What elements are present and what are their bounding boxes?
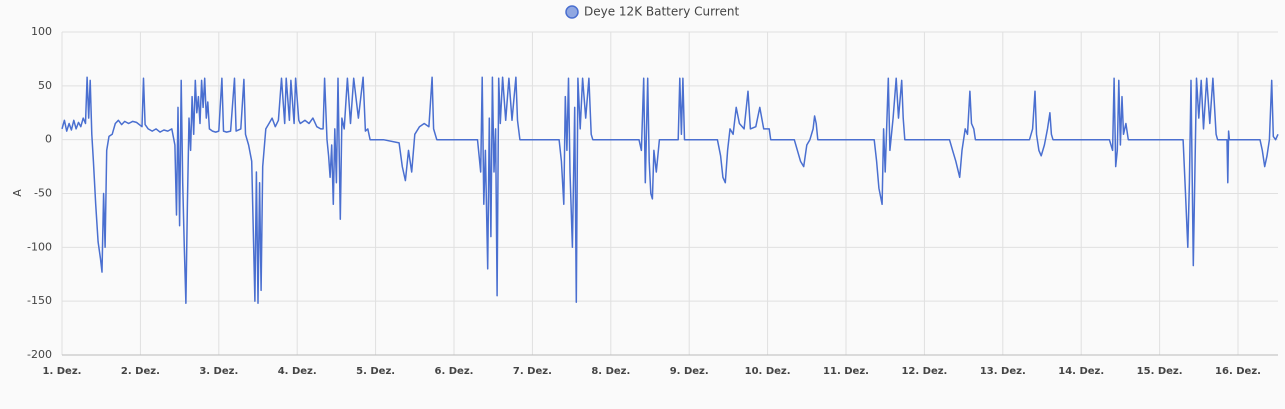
y-tick-label: 50 (38, 79, 52, 92)
y-tick-label: -50 (34, 187, 52, 200)
series-line (61, 76, 1279, 305)
legend-label: Deye 12K Battery Current (584, 5, 739, 19)
y-tick-label: -200 (27, 348, 52, 361)
y-axis-label: A (11, 189, 24, 197)
y-tick-label: 0 (45, 133, 52, 146)
y-tick-label: -100 (27, 240, 52, 253)
y-tick-label: 100 (31, 25, 52, 38)
y-tick-label: -150 (27, 294, 52, 307)
x-tick-label: 1. Dez. (43, 366, 82, 377)
x-tick-label: 2. Dez. (121, 366, 160, 377)
x-tick-label: 13. Dez. (980, 366, 1026, 377)
x-tick-label: 12. Dez. (901, 366, 947, 377)
x-tick-label: 10. Dez. (745, 366, 791, 377)
x-tick-label: 4. Dez. (278, 366, 317, 377)
x-tick-label: 9. Dez. (670, 366, 709, 377)
x-tick-label: 6. Dez. (435, 366, 474, 377)
x-tick-label: 3. Dez. (199, 366, 238, 377)
x-tick-label: 7. Dez. (513, 366, 552, 377)
x-tick-label: 8. Dez. (591, 366, 630, 377)
x-tick-label: 11. Dez. (823, 366, 869, 377)
x-tick-label: 5. Dez. (356, 366, 395, 377)
x-tick-label: 16. Dez. (1215, 366, 1261, 377)
legend-marker (565, 5, 579, 19)
x-tick-label: 14. Dez. (1058, 366, 1104, 377)
x-tick-label: 15. Dez. (1137, 366, 1183, 377)
